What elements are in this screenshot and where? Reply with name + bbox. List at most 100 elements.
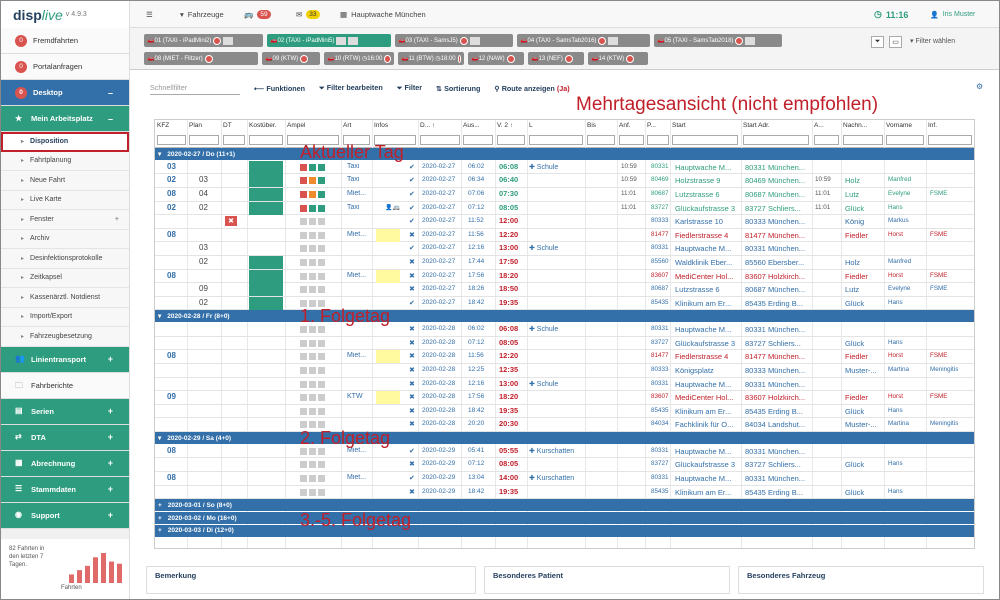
menu-icon[interactable] [348, 36, 359, 45]
menu-icon[interactable] [608, 36, 619, 45]
column-filter-input[interactable] [886, 135, 924, 145]
vehicle-chip[interactable]: 🚗 01 (TAXI - iPadMini2) [144, 34, 263, 47]
column-filter-input[interactable] [647, 135, 669, 145]
vehicle-chip[interactable]: 🚗 14 (KTW) [588, 52, 648, 65]
table-row[interactable]: 03 ✔ 2020-02-27 12:16 13:00 ✚ Schule 80331 Haup… [155, 242, 974, 256]
column-header[interactable]: L [529, 122, 533, 129]
table-row[interactable]: 08 Miet... ✔ 2020-02-29 13:04 14:00 ✚ Kurschat… [155, 472, 974, 486]
vehicle-chip[interactable]: 🚗 02 (TAXI - iPadMini5) [267, 34, 391, 47]
table-row[interactable]: ✖ 2020-02-29 18:42 19:35 85435 Klinikum am Er… [155, 486, 974, 500]
bus-notifications[interactable]: 🚌 59 [244, 1, 271, 28]
sidebar-item-disposition[interactable]: ▸ Disposition [1, 132, 129, 152]
column-header[interactable]: Art [343, 122, 352, 129]
vehicle-panel[interactable]: Besonderes Fahrzeug [738, 566, 984, 594]
cross-icon[interactable]: ✖ [409, 259, 415, 266]
sidebar-item-zeitkapsel[interactable]: ▸ Zeitkapsel [1, 268, 129, 288]
sidebar-item-fahrzeugbesetzung[interactable]: ▸ Fahrzeugbesetzung [1, 327, 129, 347]
mail-notifications[interactable]: ✉ 33 [296, 1, 320, 28]
vehicle-chip[interactable]: 🚗 09 (KTW) [262, 52, 320, 65]
date-group-header[interactable]: +2020-03-02 / Mo (16+0) [155, 512, 974, 524]
sidebar-item-serien[interactable]: ▤ Serien + [1, 398, 129, 425]
chevron-down-icon[interactable]: ▾ [158, 313, 162, 321]
table-row[interactable]: 08 Miet... ✖ 2020-02-28 11:56 12:20 81477 Fiedl… [155, 350, 974, 364]
column-filter-input[interactable] [287, 135, 339, 145]
table-row[interactable]: 02 ✔ 2020-02-27 18:42 19:35 85435 Klinikum am … [155, 296, 974, 311]
sidebar-item-dta[interactable]: ⇄ DTA + [1, 424, 129, 451]
sidebar-item-desktop[interactable]: 0 Desktop – [1, 80, 129, 106]
station-selector[interactable]: ▦ Hauptwache München [340, 10, 426, 19]
column-header[interactable]: Vorname [886, 122, 913, 129]
vehicle-chip[interactable]: 🚗 03 (TAXI - SamsJ5) [395, 34, 513, 47]
filter-edit-button[interactable]: ⏷ Filter bearbeiten [319, 83, 383, 92]
chevron-down-icon[interactable]: ▾ [158, 151, 162, 158]
menu-icon[interactable] [223, 36, 234, 45]
sidebar-item-portalanfragen[interactable]: 0 Portalanfragen [1, 54, 129, 80]
check-icon[interactable]: ✔ [409, 204, 415, 212]
column-filter-input[interactable] [814, 135, 839, 145]
cross-icon[interactable]: ✖ [409, 461, 415, 469]
column-header[interactable]: Nachn... [843, 122, 868, 129]
table-row[interactable]: 02 02 Taxi 👤🚐 ✔ 2020-02-27 07:12 08:05 11:01 8372… [155, 201, 974, 216]
sidebar-item-desinfektionsprotokolle[interactable]: ▸ Desinfektionsprotokolle [1, 249, 129, 269]
vehicle-chip[interactable]: 🚗 11 (BTW) ◷18:00 [398, 52, 464, 65]
column-filter-input[interactable] [928, 135, 972, 145]
sidebar-item-linientransport[interactable]: 👥 Linientransport + [1, 346, 129, 373]
column-header[interactable]: Anf. [619, 122, 631, 129]
column-filter-input[interactable] [672, 135, 738, 145]
expand-icon[interactable]: + [107, 458, 113, 468]
sidebar-item-import-export[interactable]: ▸ Import/Export [1, 307, 129, 327]
table-row[interactable]: ✖ 2020-02-28 12:25 12:35 80333 Königsplatz 803… [155, 364, 974, 378]
column-filter-input[interactable] [189, 135, 219, 145]
vehicle-chip[interactable]: 🚗 13 (NEF) [528, 52, 584, 65]
table-row[interactable]: ✖ 2020-02-29 07:12 08:05 83727 Glückaufstrass… [155, 458, 974, 472]
column-filter-input[interactable] [157, 135, 186, 145]
column-header[interactable]: Kostüber. [249, 122, 277, 129]
column-filter-input[interactable] [619, 135, 644, 145]
table-row[interactable]: ✖ 2020-02-28 06:02 06:08 ✚ Schule 80331 Hauptw… [155, 323, 974, 337]
filter-button[interactable]: ⏷ Filter [396, 83, 423, 92]
expand-icon[interactable]: + [107, 354, 113, 364]
check-icon[interactable]: ✔ [409, 163, 415, 171]
sidebar-item-abrechnung[interactable]: ▦ Abrechnung + [1, 450, 129, 477]
table-row[interactable]: 08 Miet... ✔ 2020-02-29 05:41 05:55 ✚ Kurschat… [155, 445, 974, 459]
vehicle-chip[interactable]: 🚗 05 (TAXI - SamsTab2018) [654, 34, 782, 47]
column-header[interactable]: A... [814, 122, 824, 129]
date-group-header[interactable]: ▾ 2020-02-29 / Sa (4+0) [155, 432, 974, 444]
check-icon[interactable]: ✔ [409, 218, 415, 226]
menu-icon[interactable]: ☰ [146, 10, 153, 19]
vehicle-chip[interactable]: 🚗 10 (RTW) ◷16:00 [324, 52, 394, 65]
sidebar-item-fahrtplanung[interactable]: ▸ Fahrtplanung [1, 151, 129, 171]
expand-icon[interactable]: + [107, 510, 113, 520]
sidebar-item-kassen-rztl-notdienst[interactable]: ▸ Kassenärztl. Notdienst [1, 288, 129, 308]
column-header[interactable]: Aus... [463, 122, 480, 129]
column-header[interactable]: Ampel [287, 122, 306, 129]
vehicle-chip[interactable]: 🚗 08 (MIET - Flitzer) [144, 52, 258, 65]
sidebar-item-archiv[interactable]: ▸ Archiv [1, 229, 129, 249]
plus-icon[interactable]: + [158, 527, 162, 535]
column-filter-input[interactable] [223, 135, 245, 145]
table-row[interactable]: 09 KTW ✖ 2020-02-28 17:56 18:20 83607 MediCente… [155, 391, 974, 405]
sidebar-item-fahrberichte[interactable]: 🗀 Fahrberichte [1, 372, 129, 399]
column-header[interactable]: Bis [587, 122, 597, 129]
column-filter-input[interactable] [463, 135, 493, 145]
menu-icon[interactable] [469, 36, 480, 45]
table-row[interactable]: ✖ ✔ 2020-02-27 11:52 12:00 80333 Karlstrasse 1… [155, 215, 974, 229]
table-row[interactable]: ✖ 2020-02-28 07:12 08:05 83727 Glückaufstrass… [155, 337, 974, 351]
sort-button[interactable]: ⇅ Sortierung [436, 83, 481, 93]
plus-icon[interactable]: + [158, 514, 162, 522]
table-row[interactable]: ✖ 2020-02-28 18:42 19:35 85435 Klinikum am Er… [155, 405, 974, 419]
sidebar-item-neue-fahrt[interactable]: ▸ Neue Fahrt [1, 171, 129, 191]
cross-icon[interactable]: ✖ [409, 353, 415, 361]
column-filter-input[interactable] [843, 135, 883, 145]
vehicle-chip[interactable]: 🚗 04 (TAXI - SamsTab2016) [517, 34, 650, 47]
column-filter-input[interactable] [249, 135, 283, 145]
cross-icon[interactable]: ✖ [409, 380, 415, 388]
sidebar-item-fremdfahrten[interactable]: 0 Fremdfahrten [1, 28, 129, 54]
column-filter-input[interactable] [343, 135, 370, 145]
column-filter-input[interactable] [743, 135, 809, 145]
date-group-header[interactable]: +2020-03-03 / Di (12+0) [155, 524, 974, 537]
chevron-down-icon[interactable]: ▾ [158, 435, 162, 442]
column-filter-input[interactable] [374, 135, 416, 145]
cross-icon[interactable]: ✖ [409, 367, 415, 374]
check-icon[interactable]: ✔ [409, 245, 415, 253]
